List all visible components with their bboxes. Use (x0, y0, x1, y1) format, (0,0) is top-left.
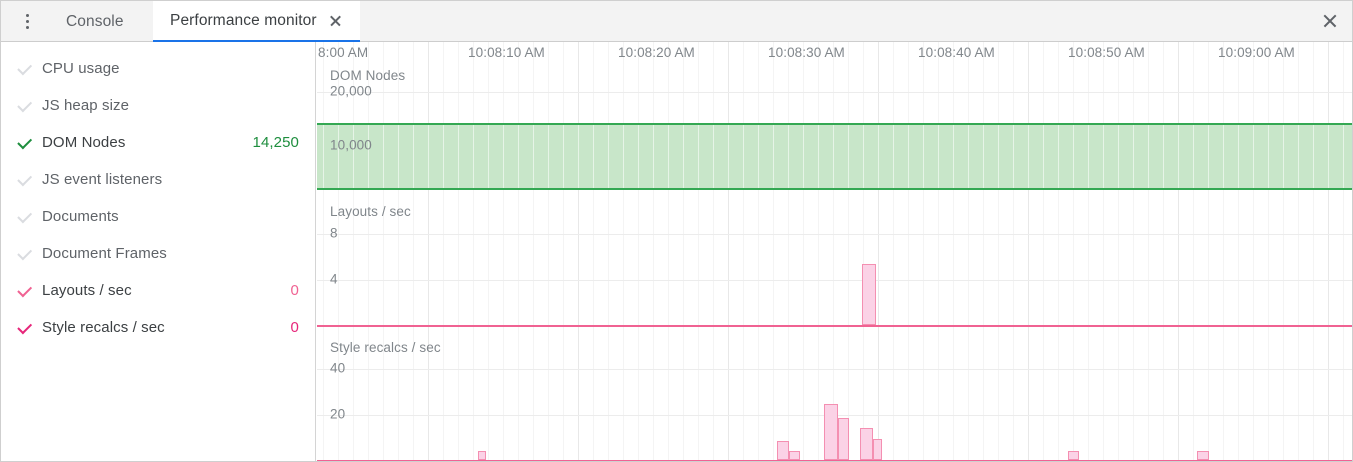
chart-bar (873, 439, 882, 460)
tab-performance-monitor-label: Performance monitor (170, 11, 317, 29)
metric-label: Style recalcs / sec (42, 319, 165, 336)
chart-layouts-baseline (317, 325, 1352, 327)
metric-label: CPU usage (42, 60, 120, 77)
checkmark-icon[interactable] (15, 97, 33, 115)
chart-bar (860, 428, 873, 460)
time-axis-label: 10:08:40 AM (918, 45, 995, 60)
time-axis-label: 10:08:10 AM (468, 45, 545, 60)
checkmark-icon[interactable] (15, 60, 33, 78)
chart-dom-nodes-ytick-20000: 20,000 (330, 83, 372, 99)
metric-label: Documents (42, 208, 119, 225)
chart-bar (862, 264, 876, 325)
metric-label: DOM Nodes (42, 134, 126, 151)
charts-area: 8:00 AM 10:08:10 AM 10:08:20 AM 10:08:30 AM… (317, 42, 1352, 461)
time-axis-label: 8:00 AM (318, 45, 369, 60)
chart-style-recalcs-title: Style recalcs / sec (330, 340, 441, 355)
metric-label: Document Frames (42, 245, 167, 262)
chart-bar (1068, 451, 1079, 460)
metric-row-cpu-usage[interactable]: CPU usage (1, 50, 316, 87)
metric-value: 0 (290, 319, 299, 336)
metric-label: JS event listeners (42, 171, 163, 188)
metric-row-dom-nodes[interactable]: DOM Nodes 14,250 (1, 124, 316, 161)
tab-console-label: Console (66, 12, 124, 30)
tab-performance-monitor[interactable]: Performance monitor (153, 1, 360, 42)
metric-sidebar: CPU usage JS heap size DOM Nodes 14,250 JS e… (1, 42, 316, 461)
chart-style-recalcs-per-sec: Style recalcs / sec 40 20 (317, 327, 1352, 461)
checkmark-icon[interactable] (15, 282, 33, 300)
chart-style-recalcs-ytick-40: 40 (330, 360, 346, 376)
chart-dom-nodes-ytick-10000: 10,000 (330, 137, 372, 153)
chart-layouts-ytick-8: 8 (330, 225, 338, 241)
chart-style-recalcs-baseline (317, 460, 1352, 461)
chart-dom-nodes-title: DOM Nodes (330, 68, 406, 83)
checkmark-icon[interactable] (15, 171, 33, 189)
chart-layouts-per-sec: Layouts / sec 8 4 (317, 190, 1352, 327)
chart-layouts-ytick-4: 4 (330, 271, 338, 287)
metric-row-style-recalcs-sec[interactable]: Style recalcs / sec 0 (1, 309, 316, 346)
tab-console[interactable]: Console (49, 1, 141, 42)
kebab-menu-icon[interactable] (15, 9, 39, 33)
metric-row-layouts-sec[interactable]: Layouts / sec 0 (1, 272, 316, 309)
chart-style-recalcs-ytick-20: 20 (330, 406, 346, 422)
time-axis: 8:00 AM 10:08:10 AM 10:08:20 AM 10:08:30 AM… (317, 42, 1352, 70)
metric-label: Layouts / sec (42, 282, 132, 299)
time-axis-label: 10:08:20 AM (618, 45, 695, 60)
checkmark-icon[interactable] (15, 245, 33, 263)
chart-bar (838, 418, 849, 460)
chart-dom-nodes-area (317, 123, 1352, 190)
metric-label: JS heap size (42, 97, 130, 114)
metric-value: 0 (290, 282, 299, 299)
metric-row-document-frames[interactable]: Document Frames (1, 235, 316, 272)
time-axis-label: 10:08:30 AM (768, 45, 845, 60)
checkmark-icon[interactable] (15, 319, 33, 337)
checkmark-icon[interactable] (15, 134, 33, 152)
time-axis-label: 10:08:50 AM (1068, 45, 1145, 60)
chart-dom-nodes: DOM Nodes 20,000 10,000 (317, 42, 1352, 190)
tab-close-icon[interactable] (328, 13, 343, 28)
metric-row-js-heap-size[interactable]: JS heap size (1, 87, 316, 124)
chart-bar (824, 404, 838, 460)
close-icon[interactable] (1318, 9, 1342, 33)
chart-layouts-title: Layouts / sec (330, 204, 411, 219)
chart-bar (777, 441, 789, 460)
tab-bar: Console Performance monitor (1, 1, 1352, 42)
metric-value: 14,250 (252, 134, 299, 151)
chart-bar (1197, 451, 1209, 460)
chart-bar (789, 451, 800, 460)
metric-row-documents[interactable]: Documents (1, 198, 316, 235)
time-axis-label: 10:09:00 AM (1218, 45, 1295, 60)
checkmark-icon[interactable] (15, 208, 33, 226)
metric-row-js-event-listeners[interactable]: JS event listeners (1, 161, 316, 198)
chart-bar (478, 451, 486, 460)
